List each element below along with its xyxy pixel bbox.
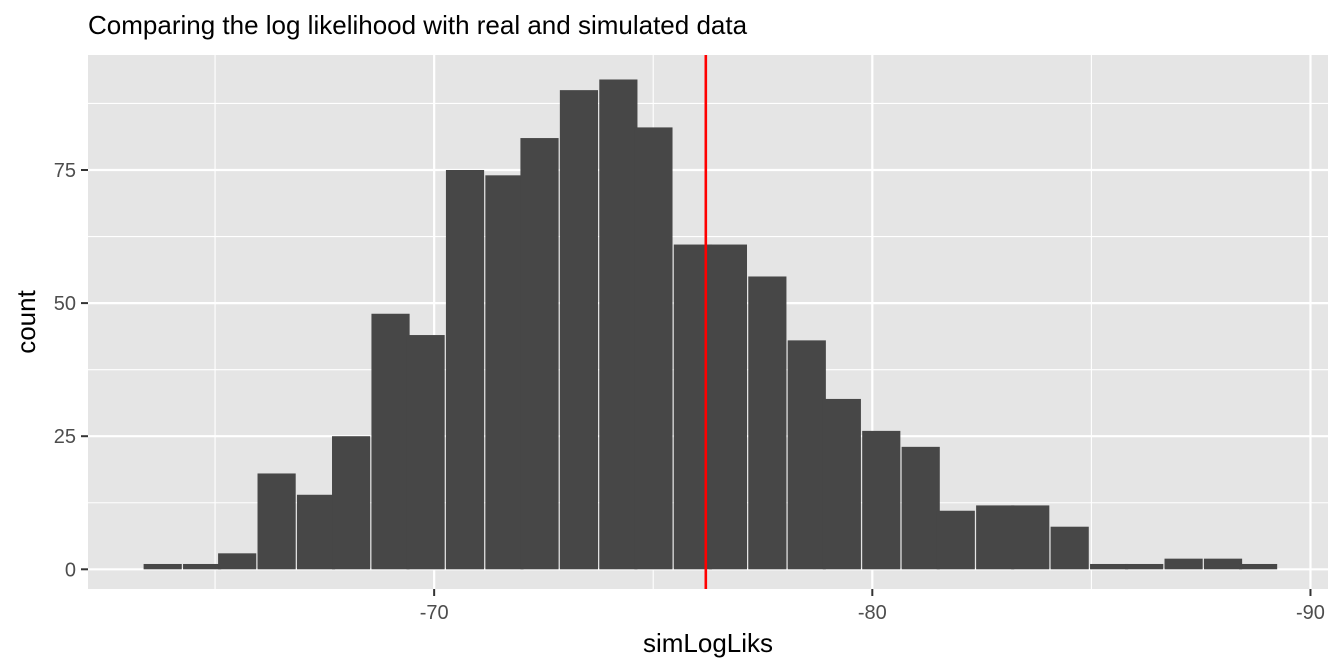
histogram-bar <box>862 430 901 570</box>
y-tick-label: 0 <box>65 559 76 581</box>
histogram-bar <box>634 127 673 570</box>
x-tick-label: -70 <box>420 602 449 624</box>
histogram-bar <box>1239 563 1278 570</box>
histogram-bar <box>332 436 371 570</box>
histogram-bar <box>143 563 182 570</box>
histogram-bars <box>143 79 1278 570</box>
y-tick-label: 50 <box>54 293 76 315</box>
histogram-bar <box>976 505 1015 570</box>
histogram-bar <box>371 313 410 570</box>
histogram-bar <box>296 494 336 570</box>
histogram-bar <box>1090 563 1129 570</box>
histogram-bar <box>1203 558 1243 570</box>
histogram-bar <box>1125 563 1164 570</box>
chart-title: Comparing the log likelihood with real a… <box>88 10 748 40</box>
histogram-bar <box>1050 526 1089 570</box>
histogram-bar <box>218 553 257 570</box>
histogram-bar <box>1164 558 1203 570</box>
y-tick-label: 25 <box>54 426 76 448</box>
y-tick-label: 75 <box>54 160 76 182</box>
histogram-bar <box>1011 505 1050 570</box>
histogram-bar <box>520 138 559 570</box>
x-axis-title: simLogLiks <box>643 628 773 658</box>
y-axis: 0 25 50 75 <box>54 160 88 581</box>
x-tick-label: -90 <box>1296 602 1325 624</box>
histogram-bar <box>599 79 638 570</box>
histogram-bar <box>445 169 485 570</box>
x-axis: -70 -80 -90 <box>420 589 1325 624</box>
histogram-bar <box>822 398 861 570</box>
y-axis-title: count <box>11 289 41 353</box>
histogram-bar <box>748 276 787 570</box>
histogram-bar <box>708 244 748 570</box>
x-tick-label: -80 <box>858 602 887 624</box>
histogram-bar <box>901 446 940 570</box>
histogram-bar <box>485 175 524 570</box>
histogram-bar <box>936 510 975 570</box>
histogram-bar <box>559 90 599 570</box>
histogram-bar <box>406 335 445 570</box>
histogram-bar <box>787 340 826 570</box>
histogram-bar <box>183 563 222 570</box>
histogram-bar <box>257 473 296 570</box>
